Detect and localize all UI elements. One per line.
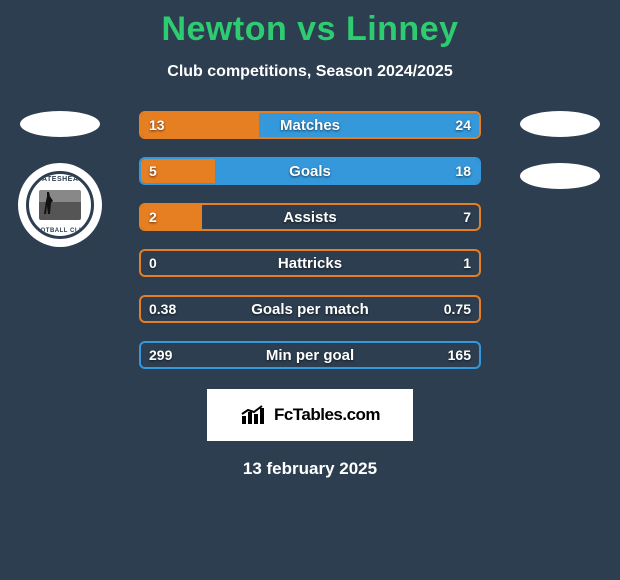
- page-title: Newton vs Linney: [0, 0, 620, 49]
- stat-bar: 0.38 0.75Goals per match: [139, 295, 481, 323]
- comparison-content: GATESHEAD FOOTBALL CLUB 1324Matches 518Go…: [0, 111, 620, 479]
- player-photo-placeholder-right-1: [520, 111, 600, 137]
- badge-top-text: GATESHEAD: [29, 176, 91, 183]
- stat-bar: 1324Matches: [139, 111, 481, 139]
- stat-bar: 299 165Min per goal: [139, 341, 481, 369]
- player-photo-placeholder-left: [20, 111, 100, 137]
- stat-value-right: 7: [463, 205, 471, 229]
- stat-bar: 27Assists: [139, 203, 481, 231]
- stat-value-right: 165: [448, 343, 471, 367]
- stats-bars: 1324Matches518Goals27Assists01Hattricks0…: [139, 111, 481, 369]
- bar-fill-right: [215, 159, 479, 183]
- stat-bar: 0 1Hattricks: [139, 249, 481, 277]
- bar-fill-right: [259, 113, 479, 137]
- chart-icon: [240, 404, 268, 426]
- badge-graphic: [39, 190, 81, 220]
- date-label: 13 february 2025: [0, 459, 620, 479]
- stat-value-left: 0.38: [149, 297, 176, 321]
- stat-label: Min per goal: [141, 343, 479, 367]
- stat-value-right: 1: [463, 251, 471, 275]
- stat-label: Hattricks: [141, 251, 479, 275]
- fctables-logo: FcTables.com: [207, 389, 413, 441]
- stat-value-left: 0: [149, 251, 157, 275]
- right-player-column: [510, 111, 610, 189]
- stat-bar: 518Goals: [139, 157, 481, 185]
- bar-fill-left: [141, 113, 259, 137]
- bar-fill-left: [141, 205, 202, 229]
- logo-text: FcTables.com: [274, 405, 380, 425]
- player-photo-placeholder-right-2: [520, 163, 600, 189]
- club-badge-left: GATESHEAD FOOTBALL CLUB: [18, 163, 102, 247]
- stat-value-left: 299: [149, 343, 172, 367]
- stat-value-right: 0.75: [444, 297, 471, 321]
- left-player-column: GATESHEAD FOOTBALL CLUB: [10, 111, 110, 247]
- subtitle: Club competitions, Season 2024/2025: [0, 63, 620, 81]
- badge-bottom-text: FOOTBALL CLUB: [29, 228, 91, 234]
- bar-fill-left: [141, 159, 215, 183]
- stat-label: Goals per match: [141, 297, 479, 321]
